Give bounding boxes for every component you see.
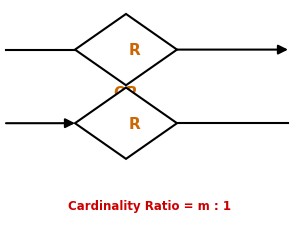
Text: OR: OR bbox=[114, 85, 138, 100]
Text: R: R bbox=[129, 43, 141, 58]
Polygon shape bbox=[75, 15, 177, 86]
Text: Cardinality Ratio = m : 1: Cardinality Ratio = m : 1 bbox=[68, 200, 232, 213]
Polygon shape bbox=[75, 88, 177, 159]
Text: R: R bbox=[129, 116, 141, 131]
